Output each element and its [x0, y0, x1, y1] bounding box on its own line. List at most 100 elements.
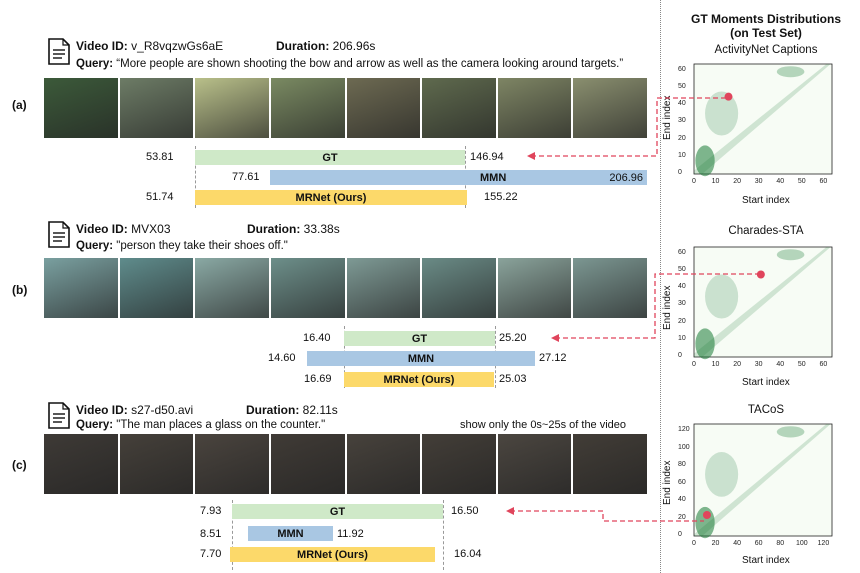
x-tick-label: 30: [755, 361, 763, 368]
x-axis-label: Start index: [742, 195, 790, 206]
x-tick-label: 20: [733, 361, 741, 368]
heatmap-plot: 020406080100120020406080100120: [692, 423, 833, 547]
y-tick-label: 40: [678, 100, 686, 108]
mrnet-end: 16.04: [454, 548, 482, 560]
arrow-head-c: [506, 507, 514, 515]
duration-label: Duration:: [276, 39, 330, 53]
query-label: Query:: [76, 419, 114, 431]
video-id-label: Video ID:: [76, 403, 128, 417]
y-tick-label: 20: [678, 513, 686, 521]
query: "The man places a glass on the counter.": [116, 419, 326, 431]
mmn-start: 77.61: [232, 171, 260, 183]
y-tick-label: 40: [678, 496, 686, 503]
density-band: [694, 424, 831, 536]
mmn-end: 206.96: [609, 171, 643, 184]
video-frame: [270, 258, 345, 318]
plot-title: Charades-STA: [728, 225, 804, 237]
duration: 33.38s: [303, 222, 340, 236]
gt-end: 146.94: [470, 151, 504, 163]
density-band: [694, 64, 831, 174]
video-frame: [119, 434, 194, 494]
y-tick-label: 20: [678, 317, 686, 325]
mrnet-bar: MRNet (Ours): [195, 190, 467, 205]
plot-title: ActivityNet Captions: [714, 44, 818, 56]
panel-tag: (a): [12, 98, 27, 112]
density-region: [705, 274, 739, 319]
duration-label: Duration:: [246, 403, 300, 417]
mmn-end: 27.12: [539, 352, 567, 364]
mmn-end: 11.92: [337, 528, 364, 540]
gt-boundary-left: [232, 500, 233, 570]
gt-marker: [702, 511, 711, 519]
y-tick-label: 10: [678, 151, 686, 159]
video-frame: [346, 78, 421, 138]
density-peak: [695, 328, 715, 360]
x-tick-label: 60: [755, 540, 763, 547]
video-frame: [497, 434, 572, 494]
video-frame: [346, 434, 421, 494]
x-tick-label: 50: [798, 178, 806, 185]
y-tick-label: 0: [678, 169, 682, 176]
video-frame: [195, 434, 269, 494]
plot-area: [693, 246, 833, 358]
density-region: [776, 426, 805, 438]
gt-start: 7.93: [200, 505, 222, 517]
video-frame: [573, 258, 647, 318]
gt-marker: [724, 92, 733, 101]
video-frame: [270, 434, 345, 494]
x-tick-label: 80: [776, 540, 784, 547]
query: “More people are shown shooting the bow …: [116, 58, 624, 70]
mrnet-start: 51.74: [146, 191, 174, 203]
video-frame: [44, 258, 118, 318]
y-tick-label: 0: [678, 531, 682, 538]
y-tick-label: 50: [678, 83, 686, 91]
mrnet-bar: MRNet (Ours): [230, 547, 435, 562]
x-tick-label: 40: [733, 540, 741, 547]
duration: 82.11s: [302, 403, 338, 417]
connector-b: [555, 273, 764, 339]
query-label: Query:: [76, 58, 114, 70]
y-tick-label: 50: [678, 266, 686, 274]
video-frame: [422, 78, 496, 138]
gt-boundary-left: [195, 146, 196, 208]
x-axis-label: Start index: [742, 555, 790, 566]
video-frames: [44, 258, 647, 318]
arrow-head-b: [551, 334, 559, 342]
y-tick-label: 30: [678, 117, 686, 125]
y-tick-label: 120: [678, 426, 690, 433]
x-tick-label: 10: [712, 361, 720, 368]
density-region: [705, 452, 739, 497]
side-title: GT Moments Distributions (on Test Set): [676, 12, 856, 40]
x-tick-label: 40: [776, 178, 784, 185]
y-tick-label: 20: [678, 134, 686, 142]
mrnet-bar: MRNet (Ours): [344, 372, 494, 387]
panel-tag: (b): [12, 283, 28, 297]
gt-bar: GT: [195, 150, 465, 165]
mmn-bar: MMN: [248, 526, 333, 541]
density-peak: [695, 145, 715, 177]
video-frame: [573, 78, 647, 138]
mrnet-end: 25.03: [499, 373, 527, 385]
video-id: s27-d50.avi: [131, 403, 194, 417]
query-label: Query:: [76, 240, 114, 252]
x-tick-label: 120: [818, 540, 830, 547]
side-title-line1: GT Moments Distributions: [691, 12, 841, 26]
duration-label: Duration:: [247, 222, 301, 236]
x-tick-label: 40: [776, 361, 784, 368]
mmn-start: 14.60: [268, 352, 296, 364]
gt-start: 53.81: [146, 151, 174, 163]
gt-end: 25.20: [499, 332, 527, 344]
video-frame: [497, 258, 572, 318]
x-tick-label: 100: [796, 540, 808, 547]
connector-a: [531, 97, 730, 157]
video-frame: [270, 78, 345, 138]
y-tick-label: 60: [678, 478, 686, 486]
mmn-bar-label: MMN: [480, 171, 507, 184]
plot-title: TACoS: [747, 404, 785, 416]
panel-tag: (c): [12, 458, 27, 472]
video-frame: [195, 258, 269, 318]
video-frame: [346, 258, 421, 318]
